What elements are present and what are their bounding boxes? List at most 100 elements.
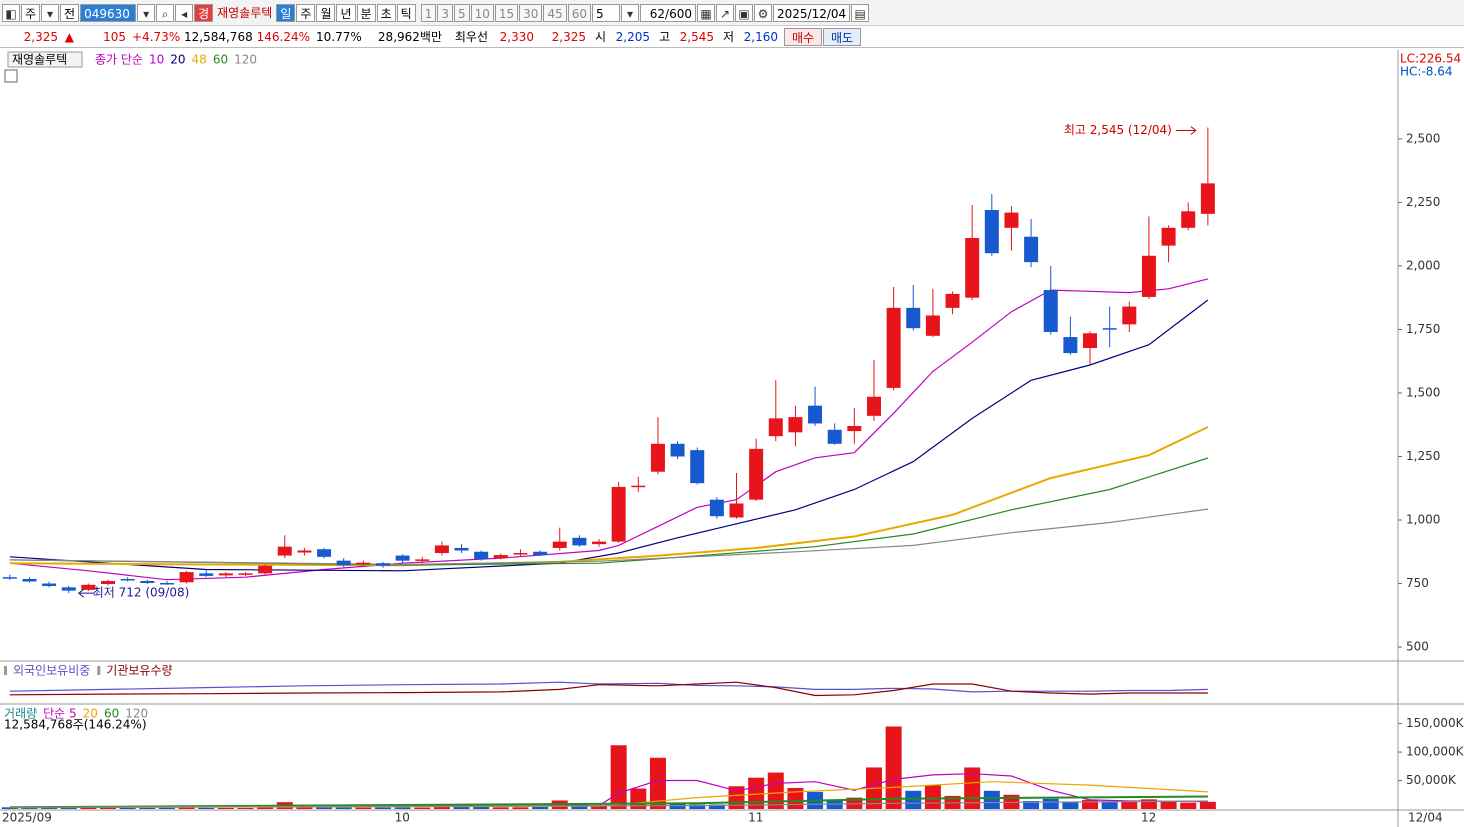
ma-line: [9, 800, 1208, 808]
tool-button[interactable]: ▦: [697, 3, 715, 22]
x-tick-label: 11: [748, 811, 763, 825]
sell-button[interactable]: 매도: [823, 27, 861, 46]
icon-button[interactable]: ◧: [2, 3, 20, 22]
legend-entry: 외국인보유비중: [13, 664, 90, 678]
volume-bar: [512, 807, 529, 809]
range-input[interactable]: 62/600: [640, 3, 696, 22]
candle-body: [356, 562, 371, 565]
period-button[interactable]: 주: [296, 3, 316, 22]
volume-bar: [158, 807, 175, 809]
legend-marker: [4, 666, 7, 675]
high-label: 고: [658, 30, 670, 44]
dropdown[interactable]: ▾: [41, 3, 60, 22]
candle-body: [906, 307, 921, 329]
interval-button[interactable]: 10: [470, 3, 494, 22]
candle-body: [925, 315, 940, 336]
change: 105: [103, 29, 126, 44]
volume-bar: [924, 785, 941, 809]
buy-button[interactable]: 매수: [784, 27, 822, 46]
date-input[interactable]: 2025/12/04: [773, 3, 851, 22]
volume-bar: [1160, 801, 1177, 809]
period-button[interactable]: 월: [316, 3, 336, 22]
volume-bar: [198, 807, 215, 809]
volume-bar: [335, 807, 352, 809]
interval-button[interactable]: 45: [543, 3, 567, 22]
volume-bar: [826, 800, 843, 809]
volume-bar: [21, 807, 38, 809]
volume-bar: [453, 807, 470, 809]
period-button[interactable]: 초: [376, 3, 396, 22]
ma-line: [9, 681, 1208, 693]
code-input[interactable]: 049630: [80, 3, 137, 22]
candle-body: [650, 443, 665, 472]
volume-bar: [296, 806, 313, 809]
volume-bar: [237, 807, 254, 809]
annotation-arrow: [1175, 126, 1197, 135]
interval-button[interactable]: 60: [567, 3, 591, 22]
dropdown[interactable]: ▾: [621, 3, 639, 22]
candle-body: [238, 573, 253, 575]
warning-flag: 경: [194, 3, 214, 22]
stock-name: 재영솔루텍: [217, 5, 273, 20]
candle-body: [768, 418, 783, 437]
bid: 2,325: [551, 29, 586, 44]
candle-body: [140, 580, 155, 584]
candle-body: [336, 560, 351, 566]
price: 2,325: [23, 29, 58, 44]
ma-line: [9, 299, 1209, 572]
interval-button[interactable]: 30: [519, 3, 543, 22]
settings-button[interactable]: ⚙: [754, 3, 772, 22]
legend-label: 거래량: [4, 707, 37, 721]
legend-label: 종가 단순: [95, 53, 143, 67]
calendar-button[interactable]: ▤: [851, 3, 870, 22]
sound-button[interactable]: ◂: [175, 3, 194, 22]
volume-bar: [41, 807, 58, 809]
interval-button[interactable]: 3: [437, 3, 453, 22]
candle-body: [159, 583, 174, 585]
y-tick-label: 1,250: [1406, 449, 1440, 463]
search-button[interactable]: ⌕: [156, 3, 175, 22]
period-button[interactable]: 틱: [396, 3, 416, 22]
candle-body: [42, 583, 57, 587]
chart-bg: [0, 50, 1464, 827]
period-button[interactable]: 분: [356, 3, 376, 22]
interval-button[interactable]: 5: [453, 3, 470, 22]
annotation-arrow: [77, 588, 95, 598]
volume-bar: [217, 807, 234, 809]
volume-bar: [1023, 801, 1040, 809]
low-annotation: 최저 712 (09/08): [93, 586, 190, 600]
candle-body: [218, 573, 233, 576]
y-tick-label: 1,750: [1406, 322, 1440, 336]
volume-bar: [669, 803, 686, 809]
table-icon[interactable]: [4, 69, 18, 83]
tool-button[interactable]: ↗: [716, 3, 734, 22]
legend-entry: 기관보유수량: [106, 664, 172, 678]
volume-bar: [689, 804, 706, 809]
period-button[interactable]: 일: [276, 3, 296, 22]
legend-entry: 60: [104, 707, 119, 721]
volume-bar: [374, 807, 391, 809]
candle-body: [395, 555, 410, 561]
period-button[interactable]: 년: [336, 3, 356, 22]
interval-button[interactable]: 15: [494, 3, 519, 22]
legend-entry: 20: [83, 707, 98, 721]
volume-bar: [316, 807, 333, 809]
candle-body: [1083, 333, 1098, 348]
volume-bar: [591, 806, 608, 809]
candle-body: [22, 578, 37, 582]
save-button[interactable]: ▣: [735, 3, 753, 22]
market-select[interactable]: 주: [21, 3, 41, 22]
candle-body: [454, 547, 469, 551]
candle-body: [1200, 183, 1215, 214]
scope-button[interactable]: 전: [60, 3, 80, 22]
dropdown[interactable]: ▾: [137, 3, 156, 22]
cursor-date: 12/04: [1408, 811, 1443, 825]
interval-button[interactable]: 1: [420, 3, 437, 22]
title-box: [7, 51, 83, 68]
y-tick-label: 2,250: [1406, 195, 1440, 209]
volume-bar: [1140, 799, 1157, 809]
candle-body: [277, 546, 292, 556]
count-input[interactable]: 5: [592, 3, 620, 22]
